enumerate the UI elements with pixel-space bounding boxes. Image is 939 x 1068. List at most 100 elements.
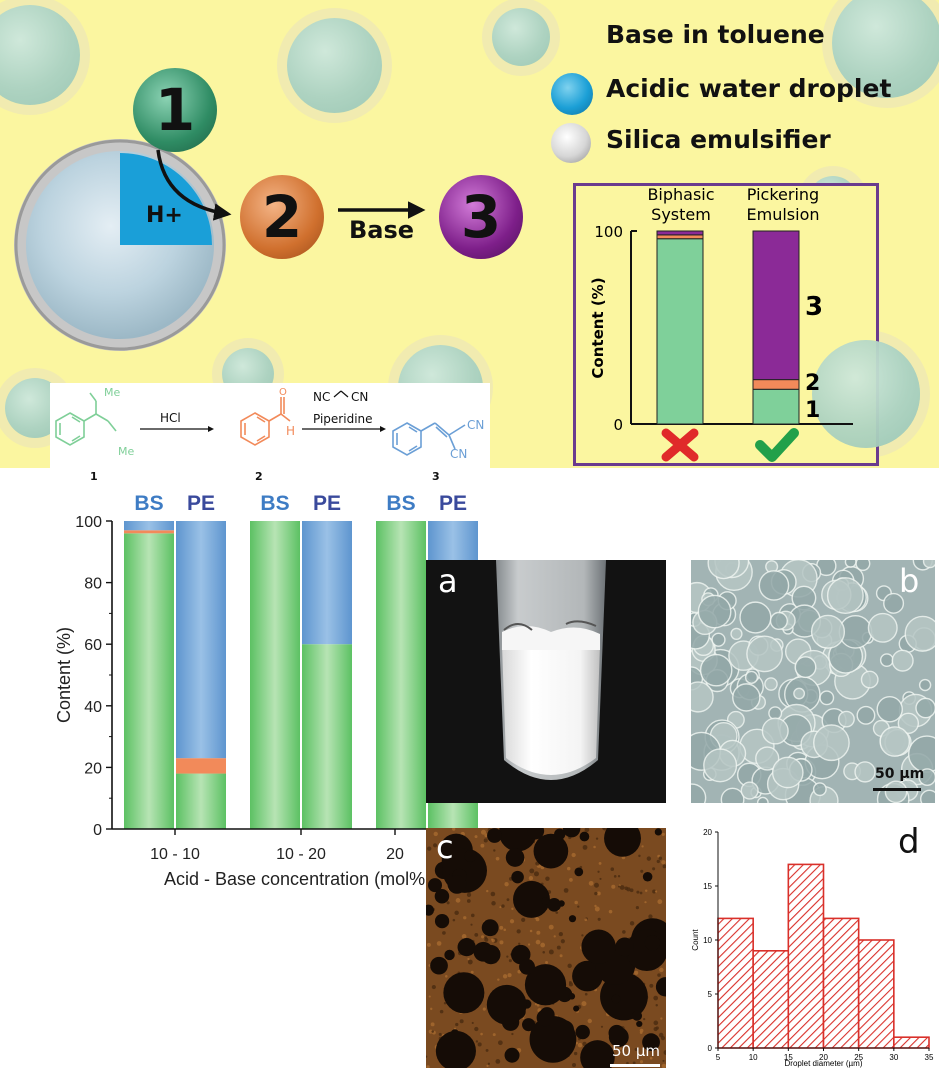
speckle	[639, 1060, 644, 1064]
droplet	[434, 913, 450, 929]
speckle	[466, 892, 472, 897]
droplet	[730, 627, 743, 640]
speckle	[563, 888, 569, 893]
histogram-bar	[893, 1036, 930, 1049]
speckle	[433, 831, 438, 837]
droplet	[879, 726, 911, 757]
droplet	[547, 898, 562, 912]
speckle	[445, 975, 448, 978]
droplet	[430, 956, 448, 975]
speckle	[548, 949, 554, 955]
speckle	[588, 880, 594, 886]
droplet	[573, 1005, 580, 1012]
speckle	[662, 1059, 665, 1062]
y-tick-label: 20	[703, 828, 712, 837]
droplet	[918, 768, 935, 787]
droplet	[642, 871, 653, 882]
speckle	[432, 843, 438, 848]
speckle	[446, 901, 450, 905]
col-title: Emulsion	[747, 205, 820, 224]
y-tick-label: 40	[84, 699, 102, 716]
speckle	[502, 974, 508, 979]
droplet	[513, 880, 550, 918]
x-tick-label: 5	[716, 1053, 721, 1062]
bar-segment	[428, 521, 478, 565]
background-droplet	[492, 8, 550, 66]
bar-segment	[250, 521, 300, 829]
speckle	[463, 916, 467, 920]
speckle	[508, 959, 512, 963]
speckle	[656, 859, 660, 864]
speckle	[439, 1009, 444, 1014]
stacked-bar-chart: BS PE BS PE BS PE 0 20 40 60 80 100 10 - 10 10 - 20 20…	[54, 492, 480, 889]
droplet	[744, 670, 759, 684]
compound-3-ball: 3	[439, 175, 523, 259]
droplet	[838, 710, 855, 728]
droplet	[574, 867, 584, 877]
speckle	[455, 898, 461, 903]
proton-label: H+	[146, 203, 183, 228]
speckle	[657, 899, 663, 905]
speckle	[548, 924, 554, 930]
speckle	[499, 906, 502, 909]
speckle	[597, 870, 600, 873]
speckle	[594, 904, 597, 908]
bar-segment	[124, 533, 174, 829]
speckle	[454, 910, 459, 916]
speckle	[467, 957, 470, 961]
malononitrile-nc: NC	[313, 390, 331, 404]
speckle	[426, 1065, 430, 1068]
bar-segment	[752, 388, 800, 425]
droplet	[826, 577, 864, 615]
speckle	[497, 978, 500, 981]
droplet	[922, 560, 935, 569]
reaction-scheme-drawing: O	[55, 387, 466, 456]
droplet	[884, 780, 908, 803]
y-tick-label: 15	[703, 882, 712, 891]
droplet	[615, 937, 634, 957]
x-tick-label: 15	[784, 1053, 793, 1062]
x-tick-label: 20	[819, 1053, 828, 1062]
speckle	[484, 936, 488, 940]
droplet	[473, 941, 494, 962]
droplet	[608, 1027, 629, 1047]
droplet	[426, 904, 434, 916]
x-axis-label: Droplet diameter (µm)	[785, 1059, 863, 1068]
droplet	[536, 1009, 554, 1027]
y-axis-label: Content (%)	[589, 277, 607, 378]
bar-segment	[656, 238, 704, 425]
speckle	[655, 1004, 658, 1007]
col-title: System	[651, 205, 711, 224]
droplet	[631, 1010, 643, 1021]
speckle	[542, 950, 545, 954]
bar-label: PE	[187, 492, 215, 515]
speckle	[486, 889, 489, 893]
speckle	[486, 1064, 489, 1068]
speckle	[426, 942, 431, 947]
droplet	[740, 781, 759, 800]
histogram-bar	[787, 863, 825, 1049]
speckle	[577, 905, 580, 908]
speckle	[587, 1018, 592, 1024]
speckle	[661, 860, 666, 865]
droplet	[580, 1040, 615, 1068]
speckle	[431, 1030, 434, 1033]
speckle	[594, 906, 600, 912]
speckle	[567, 963, 572, 969]
speckle	[662, 864, 666, 869]
inset-chart-bubble	[812, 340, 920, 448]
speckle	[545, 961, 548, 964]
speckle	[482, 1007, 486, 1011]
droplet	[434, 889, 450, 904]
speckle	[660, 1036, 666, 1041]
speckle	[438, 1032, 442, 1036]
droplet	[813, 724, 850, 762]
droplet	[579, 831, 590, 842]
speckle	[584, 828, 590, 833]
x-tick-label: 10	[749, 1053, 758, 1062]
speckle	[461, 934, 467, 939]
speckle	[480, 1032, 483, 1036]
speckle	[608, 909, 613, 914]
droplet	[915, 697, 935, 719]
droplet	[428, 878, 443, 893]
